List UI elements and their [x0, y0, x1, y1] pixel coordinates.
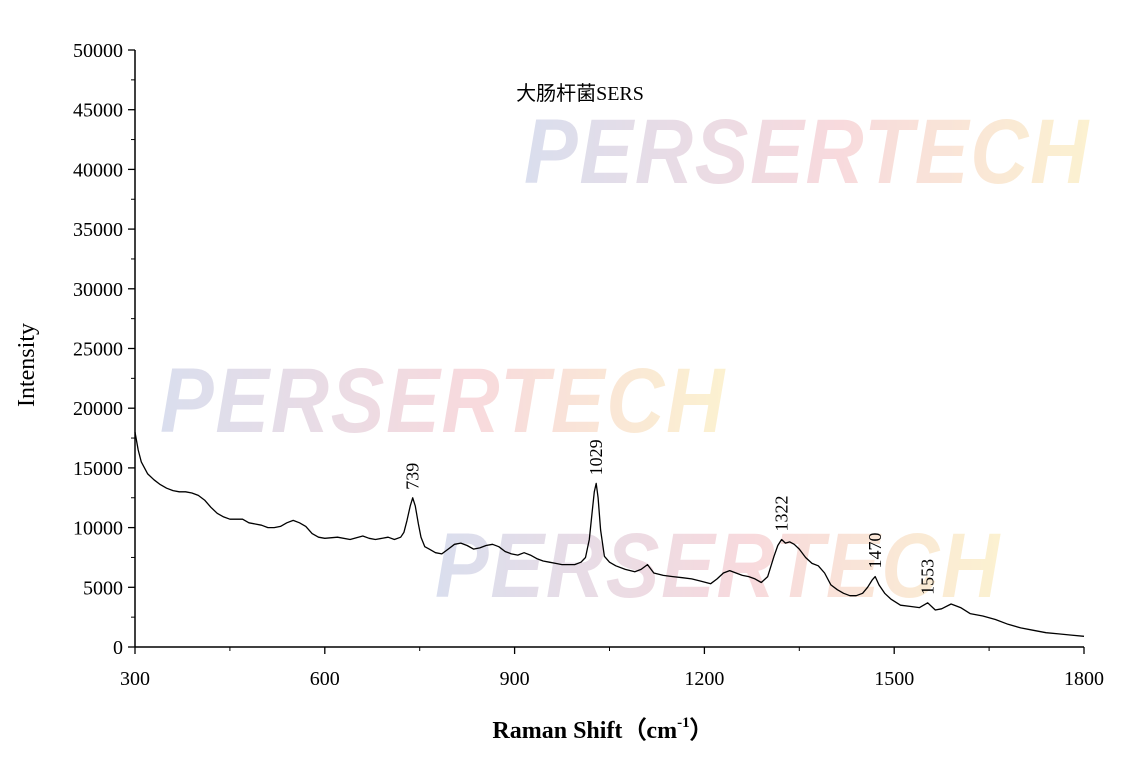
y-axis-ticks: 0 5000 10000 15000 20000 25000 30000 35000 40000…: [73, 40, 135, 659]
watermark-logo-bottom: PERSERTECH: [435, 515, 1001, 617]
x-tick-label: 900: [500, 668, 530, 690]
peak-label: 739: [403, 463, 423, 490]
x-axis-title: Raman Shift（cm-1）: [492, 715, 713, 744]
series-line-intensity: [134, 431, 1085, 637]
svg-text:PERSERTECH: PERSERTECH: [435, 515, 1001, 617]
y-tick-label: 0: [113, 637, 123, 659]
peak-label: 1553: [918, 559, 938, 595]
peak-label: 1029: [586, 439, 606, 475]
peak-label: 1322: [772, 496, 792, 532]
x-tick-label: 600: [310, 668, 340, 690]
y-tick-label: 40000: [73, 159, 123, 181]
x-axis-unit-exponent: -1: [677, 715, 690, 731]
svg-text:PERSERTECH: PERSERTECH: [160, 350, 726, 452]
watermark-logo-top: PERSERTECH: [524, 101, 1090, 203]
svg-text:PERSERTECH: PERSERTECH: [524, 101, 1090, 203]
peak-label: 1470: [865, 533, 885, 569]
x-axis-ticks: 300 600 900 1200 1500 1800: [120, 647, 1104, 690]
x-tick-label: 1800: [1064, 668, 1104, 690]
x-axis-unit-suffix: ）: [690, 717, 714, 744]
y-tick-label: 30000: [73, 279, 123, 301]
peak-annotations: 739 1029 1322 1470 1553: [403, 439, 938, 594]
y-tick-label: 10000: [73, 518, 123, 540]
x-tick-label: 300: [120, 668, 150, 690]
y-tick-label: 5000: [83, 577, 123, 599]
x-axis-label: Raman Shift: [492, 718, 622, 744]
y-tick-label: 25000: [73, 339, 123, 361]
y-tick-label: 50000: [73, 40, 123, 62]
y-tick-label: 45000: [73, 100, 123, 122]
watermark-logo-middle: PERSERTECH: [160, 350, 726, 452]
y-tick-label: 35000: [73, 219, 123, 241]
x-tick-label: 1200: [684, 668, 724, 690]
x-axis-unit-prefix: （cm: [622, 717, 677, 744]
chart-title: 大肠杆菌SERS: [516, 82, 644, 105]
y-tick-label: 20000: [73, 398, 123, 420]
y-axis-title: Intensity: [14, 323, 40, 407]
x-tick-label: 1500: [874, 668, 914, 690]
y-tick-label: 15000: [73, 458, 123, 480]
